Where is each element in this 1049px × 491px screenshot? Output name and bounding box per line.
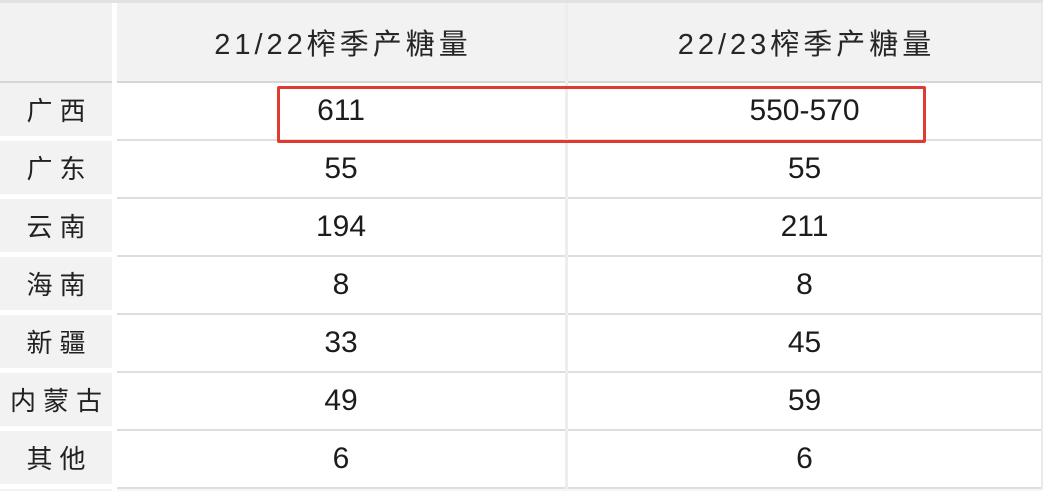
table-right-edge	[1041, 431, 1043, 489]
bottom-data-strip	[117, 489, 1043, 491]
value-cell-22-23: 59	[568, 373, 1041, 431]
row-label: 广西	[0, 83, 112, 141]
bottom-label-strip	[0, 489, 112, 491]
label-column-gap	[112, 141, 117, 199]
value-cell-22-23: 55	[568, 141, 1041, 199]
column-separator	[565, 141, 568, 199]
value-cell-21-22: 49	[117, 373, 565, 431]
row-label: 广东	[0, 141, 112, 199]
value-cell-22-23: 45	[568, 315, 1041, 373]
label-column-gap	[112, 83, 117, 141]
header-row: 21/22榨季产糖量 22/23榨季产糖量	[0, 3, 1043, 83]
label-column-gap	[112, 373, 117, 431]
corner-cell	[0, 3, 112, 83]
label-column-gap	[112, 199, 117, 257]
table-row-neimenggu: 内蒙古 49 59	[0, 373, 1043, 431]
column-separator	[565, 83, 568, 141]
table-right-edge	[1041, 315, 1043, 373]
table-row-guangdong: 广东 55 55	[0, 141, 1043, 199]
table-right-edge	[1041, 3, 1043, 83]
row-label: 新疆	[0, 315, 112, 373]
value-cell-22-23: 211	[568, 199, 1041, 257]
label-column-gap	[112, 431, 117, 489]
value-cell-22-23: 8	[568, 257, 1041, 315]
table-right-edge	[1041, 199, 1043, 257]
table-bottom-cutoff	[0, 489, 1043, 491]
row-label: 内蒙古	[0, 373, 112, 431]
row-label: 其他	[0, 431, 112, 489]
column-header-21-22: 21/22榨季产糖量	[117, 3, 565, 83]
table-right-edge	[1041, 373, 1043, 431]
column-separator	[565, 431, 568, 489]
column-separator	[565, 315, 568, 373]
value-cell-21-22: 55	[117, 141, 565, 199]
row-label: 云南	[0, 199, 112, 257]
value-cell-21-22: 611	[117, 83, 565, 141]
row-label: 海南	[0, 257, 112, 315]
label-column-gap	[112, 489, 117, 491]
value-cell-21-22: 8	[117, 257, 565, 315]
column-separator	[565, 199, 568, 257]
table-right-edge	[1041, 141, 1043, 199]
table-right-edge	[1041, 83, 1043, 141]
table-row-guangxi: 广西 611 550-570	[0, 83, 1043, 141]
value-cell-21-22: 33	[117, 315, 565, 373]
value-cell-21-22: 6	[117, 431, 565, 489]
column-header-22-23: 22/23榨季产糖量	[568, 3, 1041, 83]
table-row-hainan: 海南 8 8	[0, 257, 1043, 315]
label-column-gap	[112, 257, 117, 315]
table-row-yunnan: 云南 194 211	[0, 199, 1043, 257]
column-separator	[565, 3, 568, 83]
value-cell-21-22: 194	[117, 199, 565, 257]
value-cell-22-23: 550-570	[568, 83, 1041, 141]
table-row-qita: 其他 6 6	[0, 431, 1043, 489]
table-right-edge	[1041, 257, 1043, 315]
label-column-gap	[112, 3, 117, 83]
column-separator	[565, 257, 568, 315]
value-cell-22-23: 6	[568, 431, 1041, 489]
column-separator	[565, 373, 568, 431]
label-column-gap	[112, 315, 117, 373]
table-row-xinjiang: 新疆 33 45	[0, 315, 1043, 373]
